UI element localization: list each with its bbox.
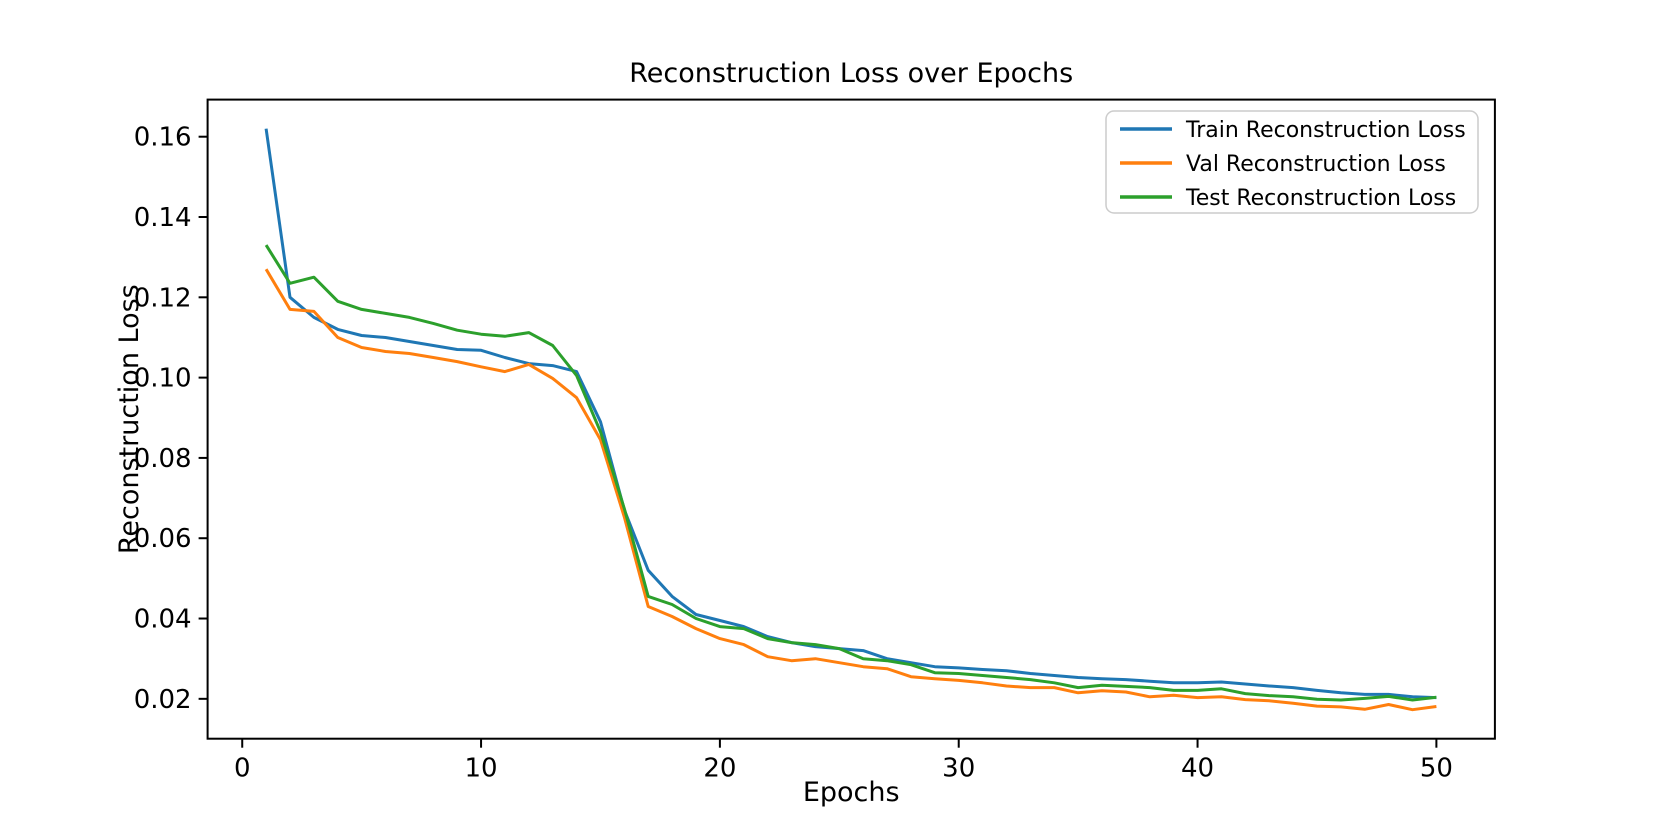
plot-lines [264, 128, 1437, 712]
x-tick-label: 0 [234, 754, 251, 784]
y-tick-label: 0.06 [134, 524, 192, 554]
series-line-2 [264, 244, 1437, 702]
y-tick-label: 0.16 [134, 123, 192, 153]
x-tick-label: 30 [942, 754, 975, 784]
legend: Train Reconstruction Loss Val Reconstruc… [1105, 110, 1479, 214]
legend-label-val: Val Reconstruction Loss [1186, 152, 1446, 177]
y-tick-label: 0.12 [134, 283, 192, 313]
x-tick-label: 40 [1181, 754, 1214, 784]
legend-label-train: Train Reconstruction Loss [1185, 118, 1466, 143]
x-axis-ticks: 0 10 20 30 40 50 [234, 738, 1453, 784]
x-tick-label: 10 [465, 754, 498, 784]
x-tick-label: 20 [703, 754, 736, 784]
chart-title: Reconstruction Loss over Epochs [629, 58, 1073, 89]
axes-spines [206, 98, 1496, 740]
series-line-0 [264, 128, 1437, 700]
y-tick-label: 0.14 [134, 203, 192, 233]
y-tick-label: 0.08 [134, 444, 192, 474]
y-tick-label: 0.04 [134, 605, 192, 635]
x-tick-label: 50 [1420, 754, 1453, 784]
y-tick-label: 0.10 [134, 364, 192, 394]
legend-label-test: Test Reconstruction Loss [1185, 186, 1456, 211]
x-axis-label: Epochs [803, 777, 900, 808]
series-line-1 [264, 268, 1437, 712]
y-tick-label: 0.02 [134, 685, 192, 715]
legend-box [1105, 110, 1479, 214]
y-axis-label: Reconstruction Loss [114, 284, 145, 554]
y-axis-ticks: 0.02 0.04 0.06 0.08 0.10 0.12 0.14 0.16 [134, 123, 208, 715]
